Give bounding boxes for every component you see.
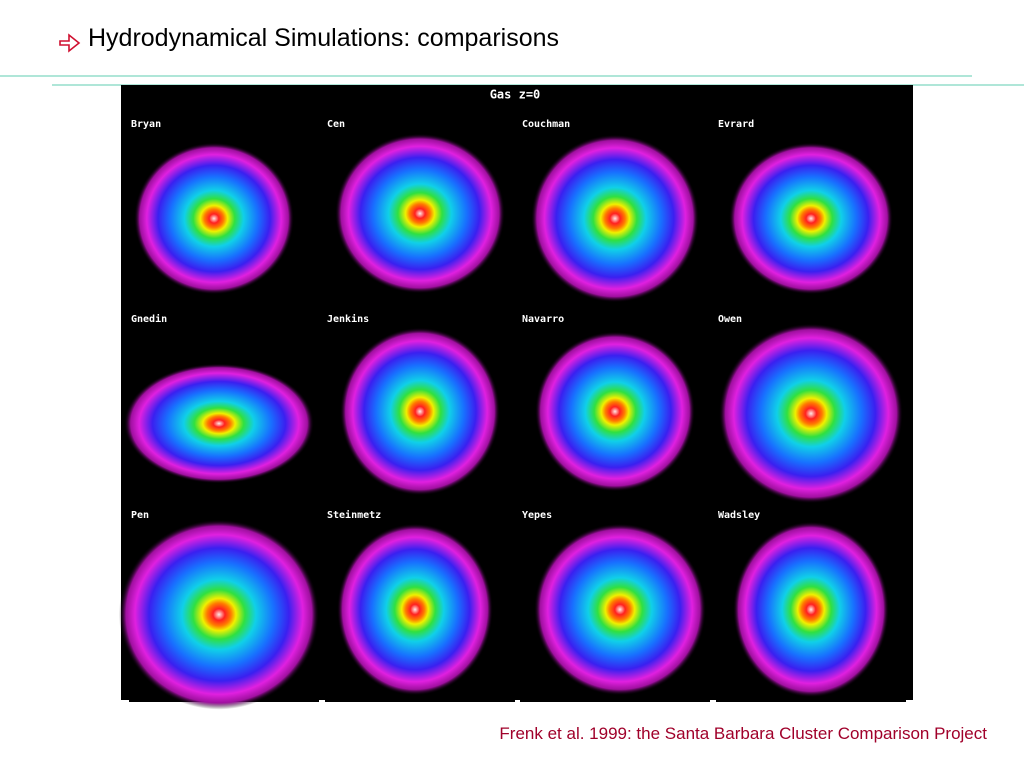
bullet-arrow <box>59 33 81 53</box>
caption: Frenk et al. 1999: the Santa Barbara Clu… <box>499 724 987 743</box>
panel-label: Bryan <box>131 119 161 130</box>
gas-map <box>534 523 706 696</box>
gas-map <box>531 134 699 303</box>
gas-map <box>535 331 695 492</box>
panel-label: Pen <box>131 510 149 521</box>
panel-grid: Bryan Cen Couchman Evrard Gnedin Jenkins Navar… <box>119 119 906 710</box>
panel-label: Evrard <box>718 119 754 130</box>
gas-map <box>134 142 294 295</box>
figure-title: Gas z=0 <box>490 88 541 102</box>
gas-map <box>733 521 889 698</box>
gas-map <box>337 523 493 696</box>
gas-map <box>340 327 500 496</box>
gas-map <box>729 142 893 295</box>
panel-label: Wadsley <box>718 510 760 521</box>
panel-label: Owen <box>718 314 742 325</box>
gas-map <box>719 323 903 504</box>
panel-label: Gnedin <box>131 313 167 325</box>
panel-label: Steinmetz <box>327 509 381 521</box>
gas-map <box>335 133 505 294</box>
panel-label: Cen <box>327 119 345 130</box>
gas-map <box>119 519 319 710</box>
slide-title: Hydrodynamical Simulations: comparisons <box>88 24 560 52</box>
panel-label: Navarro <box>522 314 564 325</box>
panel-label: Yepes <box>522 510 552 521</box>
panel-label: Couchman <box>522 119 570 130</box>
panel-label: Jenkins <box>327 313 369 325</box>
gas-map <box>124 363 314 484</box>
